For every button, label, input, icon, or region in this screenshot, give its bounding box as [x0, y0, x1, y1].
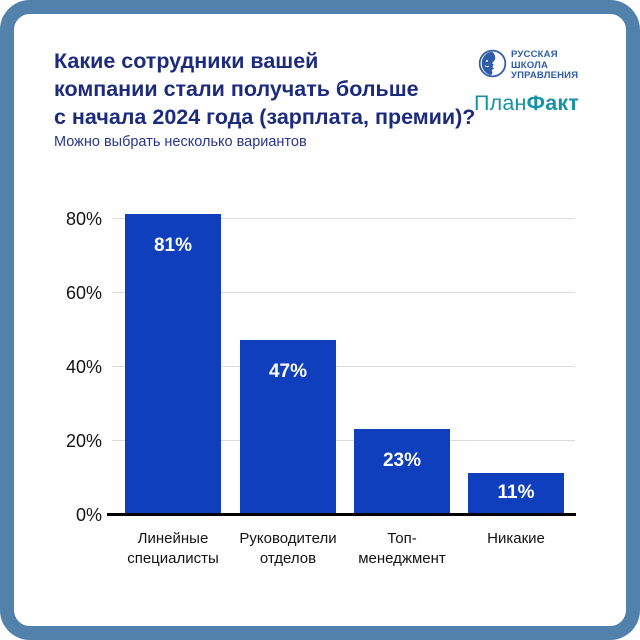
- planfact-logo: ПланФакт: [474, 91, 579, 116]
- gridline-60: [112, 292, 575, 293]
- bar-linear-specialists: 81%: [125, 214, 221, 514]
- x-axis-line: [107, 513, 576, 516]
- y-axis-tick: 20%: [65, 431, 102, 451]
- rsu-text-line-3: УПРАВЛЕНИЯ: [511, 70, 579, 82]
- category-label-none: Никакие: [487, 530, 545, 547]
- gridline-40: [112, 366, 575, 367]
- rsu-logo-text: РУССКАЯ ШКОЛА УПРАВЛЕНИЯ: [511, 50, 578, 82]
- category-label-top-management: Топ- менеджмент: [358, 530, 446, 567]
- gridline-80: [112, 218, 575, 219]
- y-axis-tick: 80%: [65, 209, 102, 229]
- bar-value-label: 81%: [153, 235, 193, 256]
- rsu-logo: РУССКАЯ ШКОЛА УПРАВЛЕНИЯ: [478, 49, 578, 83]
- y-axis-tick: 60%: [65, 283, 102, 303]
- subtitle: Можно выбрать несколько вариантов: [54, 134, 307, 150]
- category-label-department-heads: Руководители отделов: [239, 530, 337, 567]
- title-line-1: Какие сотрудники вашей: [54, 49, 319, 73]
- planfact-logo-regular: План: [474, 91, 527, 115]
- title-line-2: компании стали получать больше: [54, 77, 419, 101]
- y-axis-tick: 40%: [65, 357, 102, 377]
- y-axis-tick: 0%: [75, 505, 102, 525]
- bar-department-heads: 47%: [240, 340, 336, 514]
- category-label-linear-specialists: Линейные специалисты: [127, 530, 219, 567]
- bar: 81%: [125, 214, 221, 514]
- face-profile-circle-icon: [478, 49, 507, 83]
- rsu-text-line-1: РУССКАЯ: [511, 49, 558, 61]
- bar-chart: 80% 60% 40% 20% 0% 81% 47% 23% 11% Ли: [66, 208, 576, 567]
- bar-value-label: 11%: [497, 482, 535, 503]
- bar-top-management: 23%: [354, 429, 450, 514]
- bar: 23%: [354, 429, 450, 514]
- title-line-3: с начала 2024 года (зарплата, премии)?: [54, 105, 476, 129]
- page-title: Какие сотрудники вашей компании стали по…: [54, 47, 484, 131]
- bar-value-label: 47%: [268, 361, 308, 382]
- bar-value-label: 23%: [382, 450, 422, 471]
- gridline-20: [112, 440, 575, 441]
- bar: 47%: [240, 340, 336, 514]
- bar: 11%: [468, 473, 564, 514]
- rsu-text-line-2: ШКОЛА: [511, 59, 549, 71]
- planfact-logo-bold: Факт: [526, 91, 580, 115]
- bar-none: 11%: [468, 473, 564, 514]
